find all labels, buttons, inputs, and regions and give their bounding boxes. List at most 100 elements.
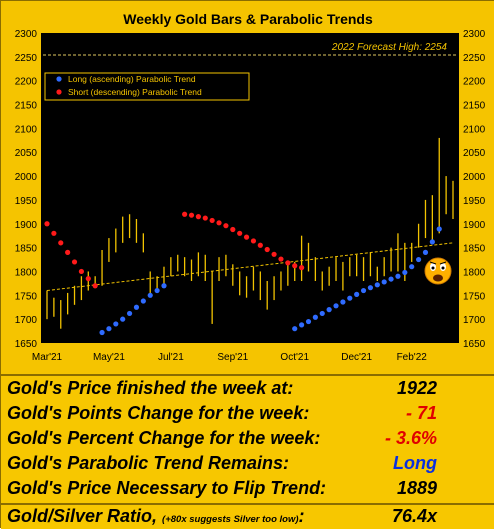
short-trend-point bbox=[44, 221, 50, 227]
long-trend-point bbox=[140, 298, 146, 304]
short-trend-point bbox=[292, 263, 298, 269]
short-trend-point bbox=[58, 240, 64, 246]
stat-price-label: Gold's Price finished the week at: bbox=[7, 378, 294, 398]
long-trend-point bbox=[106, 326, 112, 332]
long-trend-point bbox=[429, 239, 435, 245]
short-trend-point bbox=[78, 268, 85, 275]
x-tick-label: Jul'21 bbox=[158, 352, 184, 363]
stat-ratio-label-wrap: Gold/Silver Ratio, (+80x suggests Silver… bbox=[7, 506, 305, 527]
y-tick-label-left: 1850 bbox=[15, 244, 38, 255]
short-trend-point bbox=[209, 217, 215, 224]
y-tick-label-left: 1650 bbox=[15, 339, 38, 350]
short-trend-point bbox=[285, 260, 291, 266]
stat-percent-label: Gold's Percent Change for the week: bbox=[7, 428, 321, 448]
y-tick-label-left: 2100 bbox=[15, 124, 38, 135]
chart-title: Weekly Gold Bars & Parabolic Trends bbox=[123, 11, 373, 27]
stat-price-value: 1922 bbox=[396, 378, 437, 398]
stat-points-label: Gold's Points Change for the week: bbox=[7, 403, 310, 423]
long-trend-point bbox=[147, 292, 153, 298]
stat-ratio-note: (+80x suggests Silver too low) bbox=[162, 514, 299, 525]
long-trend-point bbox=[99, 329, 105, 336]
long-trend-point bbox=[333, 303, 339, 309]
stat-percent-value: - 3.6% bbox=[384, 428, 437, 448]
stat-trend-value: Long bbox=[393, 453, 437, 473]
legend-short-label: Short (descending) Parabolic Trend bbox=[68, 87, 202, 97]
y-tick-label-left: 2300 bbox=[15, 29, 38, 40]
long-trend-point bbox=[367, 285, 374, 291]
short-trend-point bbox=[223, 223, 229, 229]
y-tick-label-right: 1850 bbox=[463, 244, 486, 255]
y-tick-label-left: 2250 bbox=[15, 53, 38, 64]
x-tick-label: Oct'21 bbox=[280, 352, 309, 363]
short-trend-point bbox=[230, 226, 236, 233]
stats-divider bbox=[1, 374, 494, 376]
stat-ratio-colon: : bbox=[298, 506, 305, 526]
long-trend-point bbox=[422, 249, 429, 255]
long-trend-point bbox=[319, 310, 325, 317]
short-trend-point bbox=[188, 212, 195, 218]
y-tick-label-left: 1750 bbox=[15, 291, 38, 302]
y-tick-label-right: 1750 bbox=[463, 291, 486, 302]
gold-chart: Weekly Gold Bars & Parabolic Trends Long… bbox=[1, 1, 494, 374]
x-tick-label: Sep'21 bbox=[217, 352, 248, 363]
long-trend-point bbox=[126, 310, 133, 317]
x-tick-label: May'21 bbox=[93, 352, 125, 363]
long-trend-point bbox=[120, 316, 126, 322]
stat-ratio-label: Gold/Silver Ratio, bbox=[7, 506, 158, 526]
y-tick-label-right: 2150 bbox=[463, 101, 486, 112]
legend-long-marker bbox=[56, 76, 62, 82]
y-tick-label-right: 2050 bbox=[463, 148, 486, 159]
legend-long-label: Long (ascending) Parabolic Trend bbox=[68, 74, 196, 84]
short-trend-point bbox=[92, 283, 98, 289]
long-trend-point bbox=[402, 269, 408, 276]
short-trend-point bbox=[71, 259, 78, 265]
y-tick-label-right: 1650 bbox=[463, 339, 486, 350]
y-tick-label-left: 1950 bbox=[15, 196, 38, 207]
y-tick-label-right: 1800 bbox=[463, 267, 486, 278]
long-trend-point bbox=[113, 321, 119, 327]
y-tick-label-right: 1950 bbox=[463, 196, 486, 207]
stat-ratio-value: 76.4x bbox=[391, 506, 437, 526]
y-tick-label-right: 2200 bbox=[463, 77, 486, 88]
x-tick-label: Dec'21 bbox=[341, 352, 372, 363]
short-trend-point bbox=[271, 251, 277, 257]
long-trend-point bbox=[292, 326, 298, 332]
long-trend-point bbox=[415, 256, 422, 263]
long-trend-point bbox=[381, 279, 387, 285]
short-trend-point bbox=[216, 220, 222, 226]
stat-points-value: - 71 bbox=[405, 403, 437, 423]
y-tick-label-left: 2000 bbox=[15, 172, 38, 183]
long-trend-point bbox=[326, 307, 332, 313]
y-tick-label-left: 2050 bbox=[15, 148, 38, 159]
y-tick-label-right: 2000 bbox=[463, 172, 486, 183]
stats-panel: Gold's Price finished the week at: 1922 … bbox=[1, 374, 494, 529]
y-tick-label-right: 2300 bbox=[463, 29, 486, 40]
long-trend-point bbox=[312, 314, 318, 320]
legend: Long (ascending) Parabolic Trend Short (… bbox=[44, 72, 250, 101]
short-trend-point bbox=[202, 215, 208, 221]
y-tick-label-left: 1900 bbox=[15, 220, 38, 231]
short-trend-point bbox=[195, 214, 201, 220]
y-tick-label-right: 1700 bbox=[463, 315, 486, 326]
stat-flip-label: Gold's Price Necessary to Flip Trend: bbox=[7, 478, 327, 498]
long-trend-point bbox=[360, 287, 367, 294]
y-tick-label-right: 2250 bbox=[463, 53, 486, 64]
worried-face-icon bbox=[424, 257, 452, 285]
forecast-label: 2022 Forecast High: 2254 bbox=[331, 42, 448, 53]
short-trend-point bbox=[278, 256, 284, 262]
short-trend-point bbox=[182, 211, 188, 217]
short-trend-point bbox=[65, 249, 71, 255]
trend-line bbox=[46, 242, 454, 292]
x-tick-label: Mar'21 bbox=[32, 352, 63, 363]
y-tick-label-left: 2150 bbox=[15, 101, 38, 112]
long-trend-point bbox=[388, 276, 394, 282]
long-trend-point bbox=[395, 273, 401, 279]
long-trend-point bbox=[436, 226, 442, 232]
short-trend-point bbox=[250, 238, 257, 244]
long-trend-point bbox=[354, 291, 360, 297]
long-trend-point bbox=[305, 318, 312, 325]
long-trend-point bbox=[299, 322, 305, 328]
long-trend-point bbox=[133, 304, 140, 310]
short-trend-point bbox=[257, 242, 263, 248]
